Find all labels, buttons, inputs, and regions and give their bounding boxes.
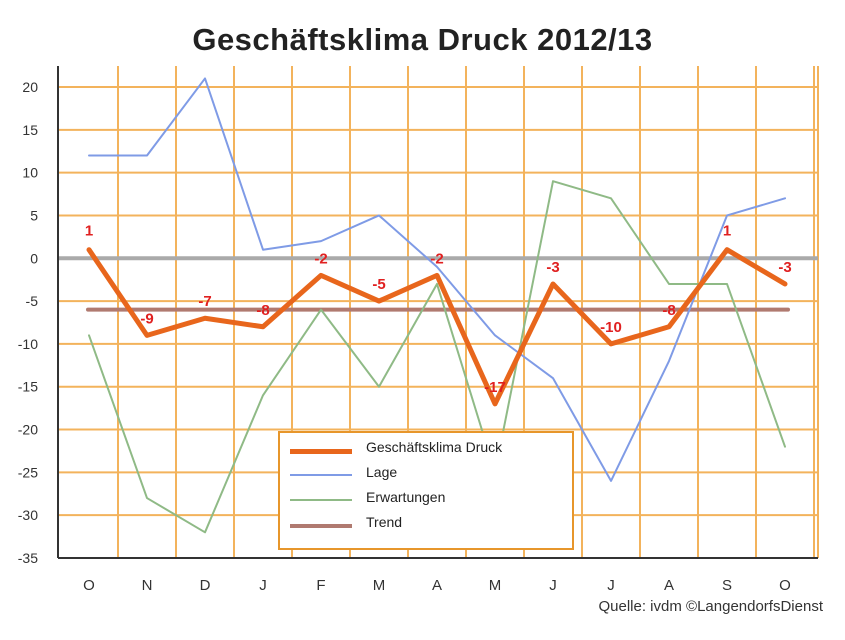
y-tick-label: 15	[22, 122, 38, 138]
legend-label-geschaeftsklima: Geschäftsklima Druck	[366, 439, 503, 455]
legend-label-trend: Trend	[366, 514, 403, 530]
data-label-layer: 1 -9 -7 -8 -2 -5 -2 -17 -3 -10 -8 1 -3	[85, 223, 792, 396]
x-tick-label: A	[432, 577, 442, 594]
y-tick-label: -20	[18, 422, 38, 438]
data-label: 1	[723, 223, 731, 240]
series-line-erwartungen	[88, 180, 786, 534]
data-label: -5	[372, 276, 385, 293]
legend-label-lage: Lage	[366, 464, 398, 480]
y-tick-label: -35	[18, 550, 38, 566]
data-label: -8	[256, 302, 269, 319]
legend-item-lage: Lage	[290, 464, 570, 486]
x-tick-label: O	[779, 577, 791, 594]
data-label: -8	[662, 302, 675, 319]
axis-layer: 20 15 10 5 0 -5 -10 -15 -20 -25 -30 -35 O N D J F M A M J J A S…	[18, 66, 818, 594]
y-tick-label: 5	[30, 207, 38, 223]
y-tick-label: -30	[18, 507, 38, 523]
y-tick-label: 20	[22, 79, 38, 95]
x-tick-label: M	[373, 577, 386, 594]
data-label: -7	[198, 293, 211, 310]
legend-swatch-trend	[290, 524, 352, 528]
data-label: -2	[430, 250, 443, 267]
data-label: -3	[546, 259, 559, 276]
legend-label-erwartungen: Erwartungen	[366, 489, 446, 505]
source-note: Quelle: ivdm ©LangendorfsDienst	[598, 598, 823, 615]
legend-item-geschaeftsklima: Geschäftsklima Druck	[290, 439, 570, 461]
x-tick-label: D	[200, 577, 211, 594]
y-tick-label: -25	[18, 464, 38, 480]
legend-item-erwartungen: Erwartungen	[290, 489, 570, 511]
data-label: 1	[85, 223, 93, 240]
chart-title: Geschäftsklima Druck 2012/13	[192, 22, 653, 57]
x-tick-label: J	[607, 577, 615, 594]
series-line-geschaeftsklima	[86, 247, 788, 407]
x-tick-label: J	[549, 577, 557, 594]
legend-swatch-erwartungen	[290, 499, 352, 501]
x-tick-label: M	[489, 577, 502, 594]
x-tick-label: F	[316, 577, 325, 594]
legend-swatch-lage	[290, 474, 352, 476]
data-label: -2	[314, 250, 327, 267]
y-tick-label: -15	[18, 379, 38, 395]
legend-item-trend: Trend	[290, 514, 570, 536]
y-tick-label: -10	[18, 336, 38, 352]
legend-swatch-geschaeftsklima	[290, 449, 352, 454]
y-tick-label: 0	[30, 250, 38, 266]
x-tick-label: A	[664, 577, 674, 594]
data-label: -3	[778, 259, 791, 276]
y-tick-label: 10	[22, 165, 38, 181]
x-tick-label: S	[722, 577, 732, 594]
data-label: -10	[600, 319, 622, 336]
series-line-lage	[88, 77, 786, 482]
data-label: -9	[140, 310, 153, 327]
x-tick-label: O	[83, 577, 95, 594]
x-tick-label: J	[259, 577, 267, 594]
legend: Geschäftsklima Druck Lage Erwartungen Tr…	[278, 431, 574, 550]
data-label: -17	[484, 379, 506, 396]
y-tick-label: -5	[26, 293, 39, 309]
series-layer	[86, 77, 790, 534]
x-tick-label: N	[142, 577, 153, 594]
